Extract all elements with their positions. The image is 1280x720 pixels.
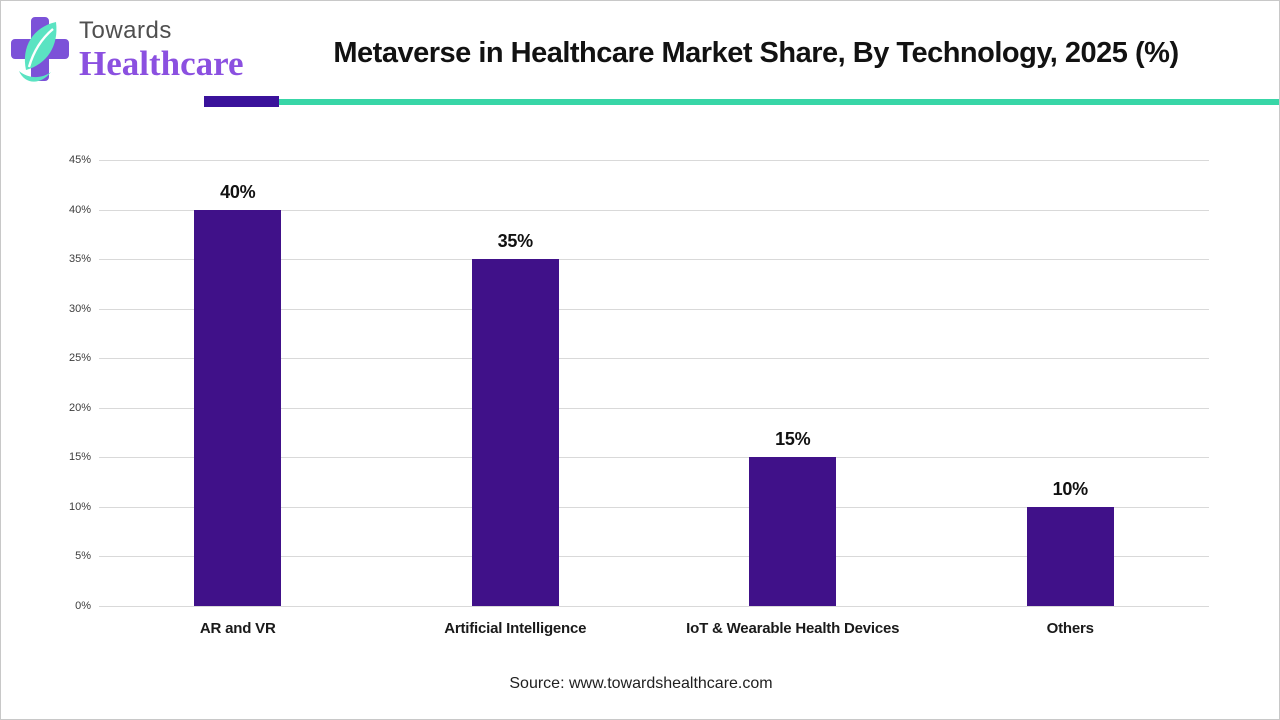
- y-axis-tick-label: 10%: [68, 500, 91, 513]
- logo-leaf-swoosh: [19, 71, 51, 82]
- logo-healthcare-label: Healthcare: [79, 44, 244, 83]
- y-axis-tick-label: 5%: [75, 550, 91, 563]
- bar-value-label: 15%: [775, 429, 811, 450]
- category-label: IoT & Wearable Health Devices: [686, 620, 900, 637]
- y-axis-tick-label: 40%: [68, 203, 91, 216]
- gridline: [99, 259, 1209, 261]
- category-label: AR and VR: [199, 620, 276, 637]
- gridline: [99, 606, 1209, 607]
- gridline: [99, 160, 1209, 161]
- y-axis-tick-label: 0%: [75, 600, 91, 612]
- bar-value-label: 35%: [497, 231, 533, 252]
- gridline: [99, 209, 1209, 211]
- bar-4: [1026, 506, 1114, 606]
- plot-area: 0% 5% 10% 15% 20% 25% 30% 35% 40% 45% 40% AR and VR…: [69, 154, 1209, 637]
- bar-1: [194, 209, 282, 606]
- divider-teal-line: [279, 99, 1279, 105]
- logo-towards-label: Towards: [79, 17, 172, 44]
- bar-value-label: 10%: [1052, 478, 1088, 499]
- bar-2: [471, 259, 559, 606]
- gridline: [99, 407, 1209, 409]
- y-axis-tick-label: 25%: [68, 352, 91, 365]
- gridline: [99, 506, 1209, 508]
- category-label: Artificial Intelligence: [444, 620, 587, 637]
- gridline: [99, 308, 1209, 310]
- source-attribution: Source: www.towardshealthcare.com: [509, 675, 773, 692]
- y-axis-tick-label: 35%: [68, 253, 91, 266]
- y-axis-tick-label: 30%: [68, 302, 91, 315]
- chart-title: Metaverse in Healthcare Market Share, By…: [333, 37, 1179, 69]
- towards-healthcare-logo-icon: [11, 17, 69, 82]
- gridline: [99, 556, 1209, 558]
- y-axis-tick-label: 20%: [68, 401, 91, 414]
- category-label: Others: [1046, 620, 1094, 637]
- gridline: [99, 358, 1209, 360]
- logo-leaf-vein: [27, 28, 54, 68]
- bar-3: [749, 457, 837, 606]
- logo-text: Towards Healthcare: [79, 17, 244, 83]
- y-axis-tick-label: 15%: [68, 451, 91, 464]
- divider-purple-segment: [204, 96, 279, 107]
- bar-value-label: 40%: [220, 181, 256, 202]
- y-axis-tick-label: 45%: [68, 154, 91, 166]
- gridline: [99, 457, 1209, 459]
